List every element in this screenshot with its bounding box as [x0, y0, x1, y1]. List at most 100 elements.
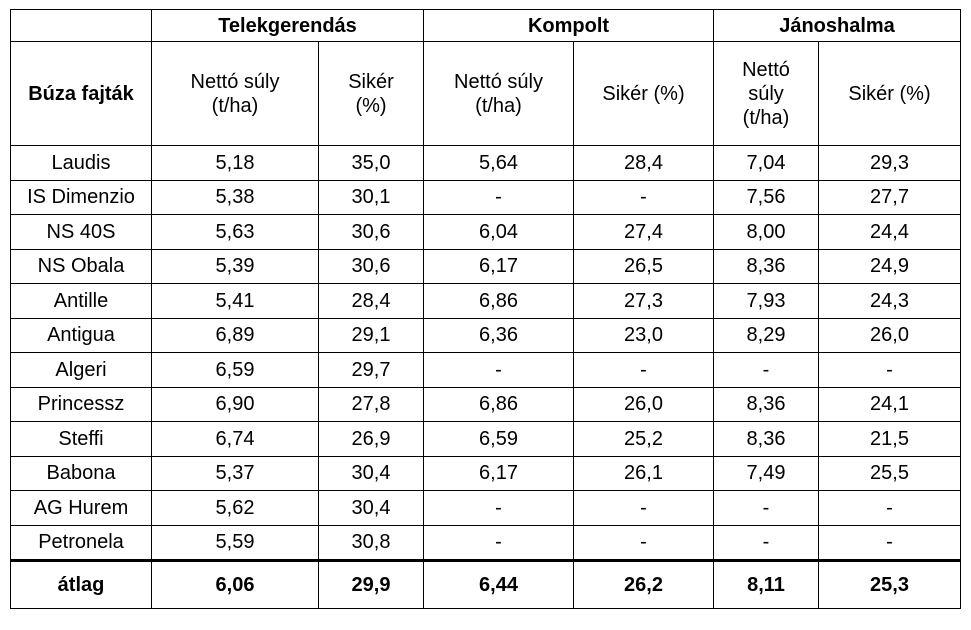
- table-cell: 24,4: [817, 214, 962, 250]
- table-cell: 25,5: [817, 455, 962, 491]
- location-header-row: Telekgerendás Kompolt Jánoshalma: [10, 9, 962, 42]
- table-cell: 8,36: [713, 421, 819, 457]
- header-line: Nettó súly: [454, 70, 543, 93]
- table-cell: 26,1: [573, 455, 714, 491]
- table-row: Algeri 6,59 29,7- - - -: [10, 352, 962, 388]
- variety-name-cell: Laudis: [10, 145, 152, 181]
- table-row: Laudis 5,18 35,0 5,64 28,4 7,04 29,3: [10, 145, 962, 181]
- table-body: Laudis 5,18 35,0 5,64 28,4 7,04 29,3 IS Dimenzi…: [10, 145, 962, 561]
- column-header: Nettó súly (t/ha): [151, 41, 319, 146]
- table-row: Antigua 6,89 29,1 6,36 23,0 8,29 26,0: [10, 317, 962, 353]
- table-cell: 6,86: [423, 386, 574, 422]
- table-cell: 7,93: [713, 283, 819, 319]
- header-line: Nettó: [742, 58, 790, 81]
- table-cell: 6,59: [151, 352, 319, 388]
- table-cell: -: [423, 179, 574, 215]
- table-cell: 8,36: [713, 386, 819, 422]
- table-cell: 28,4: [573, 145, 714, 181]
- table-cell: 30,1: [318, 179, 424, 215]
- table-cell: 6,17: [423, 248, 574, 284]
- column-header: Sikér (%): [318, 41, 424, 146]
- table-cell: 5,62: [151, 490, 319, 526]
- table-cell: -: [817, 524, 962, 561]
- table-row: NS Obala 5,39 30,6 6,17 26,5 8,36 24,9: [10, 248, 962, 284]
- table-cell: 27,3: [573, 283, 714, 319]
- variety-name-cell: AG Hurem: [10, 490, 152, 526]
- table-cell: 29,7: [318, 352, 424, 388]
- table-cell: 30,6: [318, 214, 424, 250]
- table-cell: -: [713, 352, 819, 388]
- header-line: (%): [355, 94, 387, 117]
- variety-name-cell: NS Obala: [10, 248, 152, 284]
- table-cell: 29,3: [817, 145, 962, 181]
- column-header: Sikér (%): [817, 41, 962, 146]
- table-cell: -: [423, 524, 574, 561]
- table-cell: 27,4: [573, 214, 714, 250]
- header-line: (t/ha): [211, 94, 259, 117]
- table-cell: 30,4: [318, 490, 424, 526]
- table-cell: 26,2: [573, 559, 714, 609]
- table-cell: 6,06: [151, 559, 319, 609]
- table-cell: -: [817, 490, 962, 526]
- table-cell: 26,9: [318, 421, 424, 457]
- table-cell: 26,0: [573, 386, 714, 422]
- table-cell: 24,1: [817, 386, 962, 422]
- table-cell: -: [817, 352, 962, 388]
- table-cell: 30,4: [318, 455, 424, 491]
- table-cell: 25,3: [817, 559, 962, 609]
- variety-name-cell: Antille: [10, 283, 152, 319]
- table-cell: 26,0: [817, 317, 962, 353]
- table-cell: 6,17: [423, 455, 574, 491]
- table-cell: 21,5: [817, 421, 962, 457]
- column-header-row: Búza fajták Nettó súly (t/ha) Sikér (%) Ne…: [10, 41, 962, 146]
- variety-name-cell: IS Dimenzio: [10, 179, 152, 215]
- table-cell: 5,38: [151, 179, 319, 215]
- table-cell: 6,90: [151, 386, 319, 422]
- table-cell: 7,49: [713, 455, 819, 491]
- column-header: Nettó súly (t/ha): [423, 41, 574, 146]
- table-cell: 8,29: [713, 317, 819, 353]
- table-cell: -: [423, 352, 574, 388]
- table-cell: 5,59: [151, 524, 319, 561]
- table-cell: 7,56: [713, 179, 819, 215]
- variety-name-cell: Petronela: [10, 524, 152, 561]
- column-header: Sikér (%): [573, 41, 714, 146]
- table-cell: 6,59: [423, 421, 574, 457]
- table-cell: 23,0: [573, 317, 714, 353]
- table-cell: 27,7: [817, 179, 962, 215]
- table-cell: 6,86: [423, 283, 574, 319]
- table-cell: 8,00: [713, 214, 819, 250]
- table-cell: 5,39: [151, 248, 319, 284]
- variety-name-cell: Antigua: [10, 317, 152, 353]
- location-header: Kompolt: [423, 9, 714, 42]
- table-cell: -: [573, 490, 714, 526]
- table-row: AG Hurem 5,62 30,4- - - -: [10, 490, 962, 526]
- table-cell: 6,74: [151, 421, 319, 457]
- header-line: (t/ha): [742, 106, 790, 129]
- table-cell: 28,4: [318, 283, 424, 319]
- variety-name-cell: NS 40S: [10, 214, 152, 250]
- table-row: NS 40S 5,63 30,6 6,04 27,4 8,00 24,4: [10, 214, 962, 250]
- variety-name-cell: Babona: [10, 455, 152, 491]
- table-cell: 29,1: [318, 317, 424, 353]
- table-cell: 30,8: [318, 524, 424, 561]
- table-row: Antille 5,41 28,4 6,86 27,3 7,93 24,3: [10, 283, 962, 319]
- header-line: Sikér (%): [848, 82, 931, 105]
- table-cell: 29,9: [318, 559, 424, 609]
- header-line: Sikér: [348, 70, 394, 93]
- table-cell: 5,63: [151, 214, 319, 250]
- empty-corner-cell: [10, 9, 152, 42]
- table-cell: 30,6: [318, 248, 424, 284]
- table-row: Petronela 5,59 30,8- - - -: [10, 524, 962, 561]
- variety-column-header: Búza fajták: [10, 41, 152, 146]
- header-line: Sikér (%): [602, 82, 685, 105]
- table-cell: -: [423, 490, 574, 526]
- location-header: Telekgerendás: [151, 9, 424, 42]
- table-cell: 6,04: [423, 214, 574, 250]
- variety-name-cell: Princessz: [10, 386, 152, 422]
- table-cell: 35,0: [318, 145, 424, 181]
- table-cell: -: [573, 524, 714, 561]
- table-cell: 5,64: [423, 145, 574, 181]
- table-cell: 5,37: [151, 455, 319, 491]
- header-line: súly: [748, 82, 784, 105]
